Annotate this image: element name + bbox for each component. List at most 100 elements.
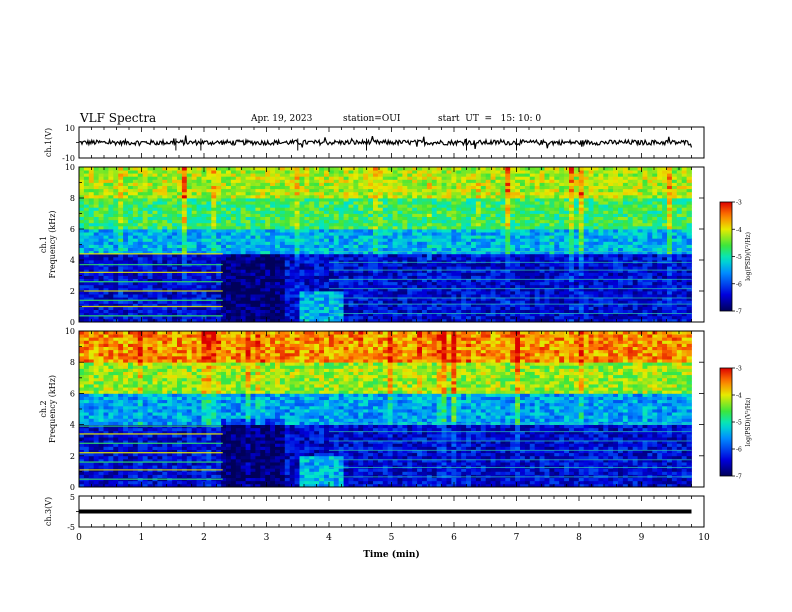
spectrogram-cell (147, 191, 153, 196)
spectrogram-cell (377, 210, 384, 214)
spectrogram-cell (480, 287, 487, 292)
spectrogram-cell (348, 213, 354, 217)
spectrogram-cell (412, 238, 418, 242)
spectrogram-cell (230, 191, 237, 196)
spectrogram-cell (147, 253, 153, 258)
spectrogram-cell (324, 179, 330, 183)
spectrogram-cell (382, 281, 389, 286)
spectrogram-cell (358, 188, 364, 193)
spectrogram-cell (240, 241, 246, 245)
spectrogram-cell (98, 204, 104, 208)
spectrogram-cell (142, 269, 148, 273)
spectrogram-cell (221, 167, 227, 171)
spectrogram-cell (221, 188, 227, 193)
spectrogram-cell (284, 201, 291, 205)
spectrogram-cell (392, 253, 398, 258)
spectrogram-cell (201, 198, 207, 202)
spectrogram-cell (358, 275, 364, 279)
spectrogram-cell (446, 256, 452, 261)
spectrogram-cell (446, 300, 452, 304)
spectrogram-cell (500, 216, 506, 221)
spectrogram-cell (426, 269, 433, 273)
spectrogram-cell (299, 294, 305, 298)
spectrogram-cell (289, 229, 295, 233)
spectrogram-cell (539, 188, 545, 193)
spectrogram-cell (118, 185, 124, 190)
spectrogram-cell (544, 194, 550, 199)
spectrogram-cell (118, 269, 124, 273)
spectrogram-cell (240, 235, 246, 239)
spectrogram-cell (167, 176, 173, 180)
spectrogram-cell (505, 176, 511, 180)
spectrogram-cell (211, 191, 217, 196)
spectrogram-cell (426, 222, 433, 227)
spectrogram-cell (348, 263, 354, 267)
spectrogram-cell (529, 219, 536, 224)
spectrogram-cell (279, 300, 286, 304)
spectrogram-cell (456, 294, 462, 298)
spectrogram-cell (294, 182, 300, 186)
spectrogram-cell (412, 191, 418, 196)
spectrogram-cell (157, 167, 163, 171)
spectrogram-cell (377, 173, 384, 177)
spectrogram-cell (480, 219, 487, 224)
spectrogram-cell (471, 287, 477, 292)
spectrogram-cell (422, 253, 428, 258)
spectrogram-cell (441, 204, 447, 208)
spectrogram-cell (211, 291, 217, 295)
spectrogram-cell (392, 173, 398, 177)
spectrogram-cell (235, 204, 242, 208)
spectrogram-cell (500, 269, 506, 273)
spectrogram-cell (338, 291, 344, 295)
spectrogram-cell (299, 278, 305, 283)
spectrogram-cell (466, 281, 472, 286)
spectrogram-cell (441, 272, 447, 276)
spectrogram-cell (328, 176, 335, 180)
spectrogram-cell (363, 188, 369, 193)
spectrogram-cell (162, 222, 168, 227)
spectrogram-cell (426, 297, 433, 301)
spectrogram-cell (456, 194, 462, 199)
spectrogram-cell (201, 185, 207, 190)
spectrogram-cell (191, 291, 197, 295)
spectrogram-cell (544, 235, 550, 239)
spectrogram-cell (103, 315, 109, 320)
spectrogram-cell (392, 207, 398, 211)
spectrogram-cell (505, 272, 511, 276)
spectrogram-cell (397, 300, 403, 304)
spectrogram-cell (289, 269, 295, 273)
spectrogram-cell (235, 253, 242, 258)
spectrogram-cell (191, 207, 197, 211)
spectrogram-cell (373, 238, 379, 242)
spectrogram-cell (422, 232, 428, 236)
spectrogram-cell (265, 294, 271, 298)
spectrogram-cell (230, 256, 237, 261)
spectrogram-cell (456, 198, 462, 202)
spectrogram-cell (245, 278, 251, 283)
spectrogram-cell (137, 188, 144, 193)
spectrogram-cell (520, 260, 526, 264)
spectrogram-cell (250, 284, 256, 289)
spectrogram-cell (309, 247, 315, 252)
spectrogram-cell (181, 182, 188, 186)
spectrogram-cell (348, 272, 354, 276)
spectrogram-cell (245, 272, 251, 276)
spectrogram-cell (167, 300, 173, 304)
spectrogram-cell (255, 312, 261, 317)
spectrogram-cell (500, 281, 506, 286)
spectrogram-cell (348, 306, 354, 310)
spectrogram-cell (304, 284, 310, 289)
spectrogram-cell (206, 225, 212, 230)
spectrogram-cell (108, 216, 114, 221)
spectrogram-cell (319, 170, 325, 174)
spectrogram-cell (201, 281, 207, 286)
spectrogram-cell (436, 210, 442, 214)
spectrogram-cell (412, 232, 418, 236)
spectrogram-cell (206, 244, 212, 248)
spectrogram-cell (270, 198, 276, 202)
spectrogram-cell (402, 213, 408, 217)
spectrogram-cell (250, 263, 256, 267)
spectrogram-cell (529, 222, 536, 227)
spectrogram-cell (471, 266, 477, 270)
spectrogram-cell (250, 216, 256, 221)
